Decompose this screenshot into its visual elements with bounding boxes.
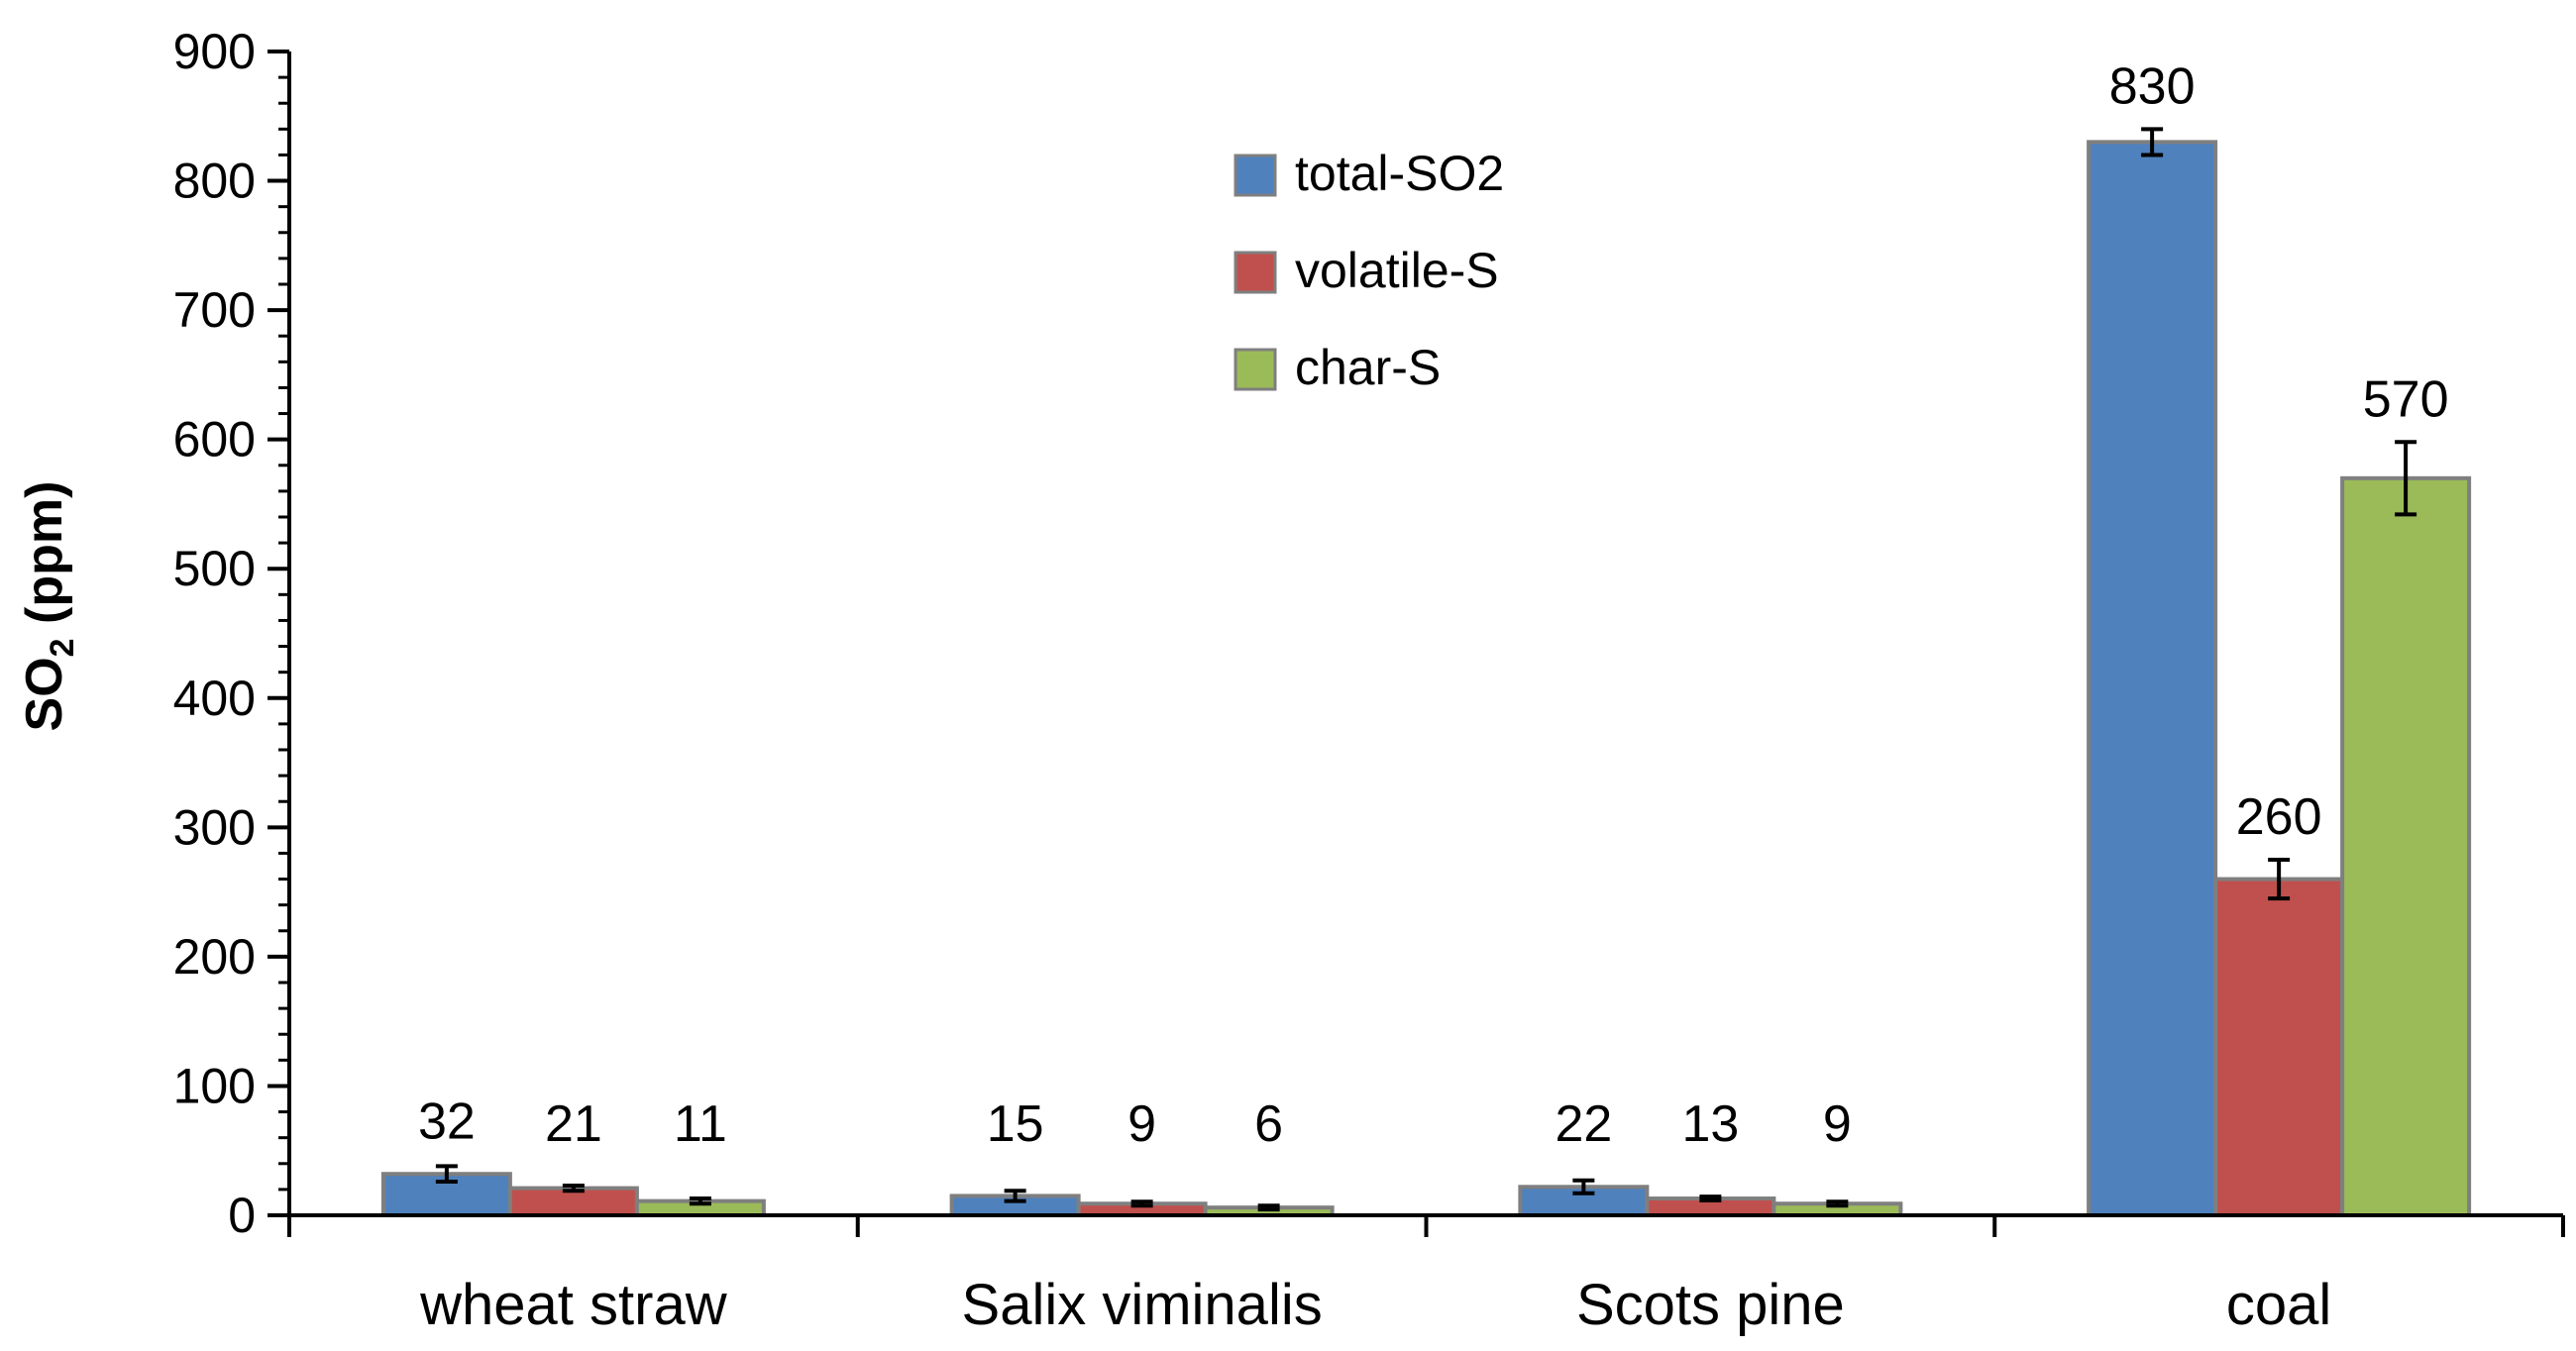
data-label-volatile-S-2: 13 [1681,1095,1739,1153]
y-tick-label-6: 600 [173,412,256,468]
y-axis-label: SO2 (ppm) [16,481,81,732]
plot-area: 32 15 22 830 21 9 13 260 11 6 9 570 [380,57,2472,1218]
legend-swatch-total-SO2 [1234,154,1277,197]
legend-label-volatile-S: volatile-S [1295,243,1499,298]
x-tick-label-2: Scots pine [1576,1273,1845,1337]
x-axis: wheat straw Salix viminalis Scots pine coal [287,1213,2565,1337]
y-tick-label-9: 900 [173,24,256,79]
y-axis: 0 100 200 300 400 500 600 700 800 900 [173,24,291,1243]
y-tick-label-2: 200 [173,929,256,985]
data-label-volatile-S-1: 9 [1127,1095,1156,1153]
data-label-volatile-S-0: 21 [545,1095,602,1153]
data-label-char-S-1: 6 [1254,1095,1283,1153]
y-axis-label-subscript: 2 [44,638,81,657]
bar-total-SO2-3 [2087,140,2218,1217]
y-tick-label-3: 300 [173,799,256,855]
legend-swatch-volatile-S [1234,251,1277,294]
y-tick-label-5: 500 [173,541,256,596]
y-axis-label-main: SO [16,657,73,731]
legend-label-char-S: char-S [1295,340,1441,395]
data-label-char-S-3: 570 [2363,370,2449,428]
legend-label-total-SO2: total-SO2 [1295,146,1504,201]
x-tick-label-0: wheat straw [419,1273,728,1337]
data-label-total-SO2-1: 15 [987,1095,1044,1153]
data-label-total-SO2-2: 22 [1555,1095,1612,1153]
data-label-char-S-2: 9 [1823,1095,1852,1153]
y-tick-label-7: 700 [173,282,256,338]
y-tick-label-0: 0 [228,1188,256,1243]
y-tick-label-8: 800 [173,154,256,209]
data-label-char-S-0: 11 [674,1095,727,1153]
data-label-total-SO2-3: 830 [2109,57,2196,115]
x-tick-label-3: coal [2226,1273,2331,1337]
y-axis-label-suffix: (ppm) [16,481,73,639]
data-label-volatile-S-3: 260 [2236,788,2322,846]
y-tick-label-1: 100 [173,1058,256,1113]
bar-char-S-3 [2340,475,2472,1218]
y-tick-label-4: 400 [173,671,256,726]
legend: total-SO2 volatile-S char-S [1234,146,1504,395]
data-label-total-SO2-0: 32 [418,1092,476,1150]
legend-swatch-char-S [1234,348,1277,391]
x-tick-label-1: Salix viminalis [962,1273,1323,1337]
bar-volatile-S-3 [2213,877,2345,1217]
